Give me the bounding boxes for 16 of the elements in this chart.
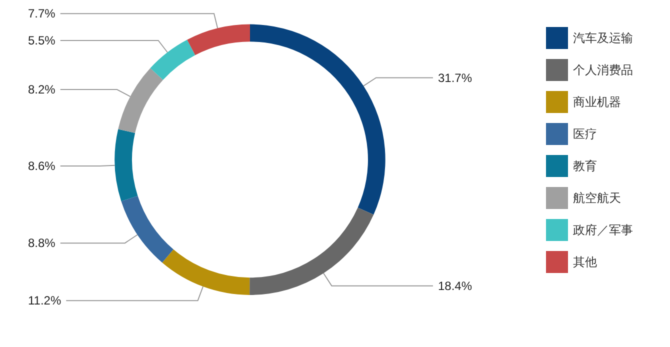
- data-label: 8.2%: [28, 82, 56, 97]
- data-label: 8.6%: [28, 158, 56, 173]
- legend-label: 商业机器: [573, 95, 621, 109]
- legend-label: 政府／军事: [573, 223, 633, 237]
- data-label: 31.7%: [438, 70, 472, 85]
- data-label: 8.8%: [28, 236, 56, 250]
- legend-label: 医疗: [573, 127, 597, 141]
- legend-label: 其他: [573, 255, 597, 269]
- data-label: 18.4%: [438, 278, 472, 293]
- data-label: 7.7%: [28, 6, 56, 21]
- legend-label: 航空航天: [573, 191, 621, 205]
- legend-label: 教育: [573, 159, 597, 173]
- legend-label: 个人消费品: [573, 63, 633, 77]
- data-label: 11.2%: [28, 294, 62, 308]
- legend-label: 汽车及运输: [573, 31, 633, 45]
- data-label: 5.5%: [28, 33, 56, 48]
